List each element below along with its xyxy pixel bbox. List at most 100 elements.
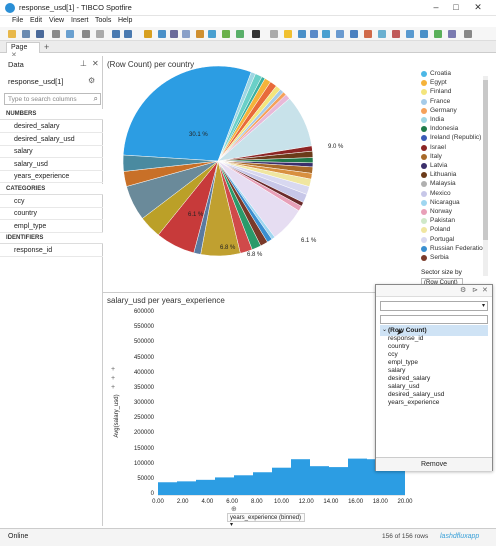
popup-column-item[interactable]: country — [388, 343, 410, 350]
y-axis-controls[interactable]: + + + — [111, 366, 116, 391]
popup-column-item[interactable]: response_id — [388, 335, 424, 342]
popup-column-item[interactable]: desired_salary — [388, 375, 431, 382]
minimize-button[interactable]: – — [433, 2, 439, 12]
3d-scatter-icon[interactable] — [350, 30, 358, 38]
pie-slice[interactable] — [122, 65, 252, 162]
column-item[interactable]: empl_type — [0, 221, 103, 233]
close-button[interactable]: ✕ — [474, 2, 482, 12]
more-icon[interactable] — [464, 30, 472, 38]
add-page-button[interactable]: + — [44, 42, 50, 52]
popup-column-item[interactable]: empl_type — [388, 359, 418, 366]
group-header-1[interactable]: CATEGORIES — [0, 183, 103, 195]
menu-view[interactable]: View — [49, 17, 65, 24]
bar[interactable] — [348, 458, 367, 495]
x-axis-selector[interactable]: years_experience (binned) ▾ — [227, 513, 305, 528]
layout-icon[interactable] — [270, 30, 278, 38]
popup-close-icon[interactable]: ✕ — [482, 287, 488, 294]
legend-scroll-thumb[interactable] — [483, 80, 488, 240]
pie-icon[interactable] — [364, 30, 372, 38]
open-icon[interactable] — [8, 30, 16, 38]
bar[interactable] — [177, 481, 196, 495]
bar-chart[interactable] — [103, 293, 493, 526]
bar[interactable] — [196, 479, 215, 495]
bar[interactable] — [253, 472, 272, 495]
summary-icon[interactable] — [420, 30, 428, 38]
column-item[interactable]: salary — [0, 146, 103, 158]
cross-table-icon[interactable] — [222, 30, 230, 38]
column-search-input[interactable]: Type to search columns ⌕ — [4, 93, 101, 105]
select-icon[interactable] — [170, 30, 178, 38]
x-axis-handle-icon[interactable]: ⊕ — [231, 506, 237, 513]
treemap-icon[interactable] — [378, 30, 386, 38]
menu-insert[interactable]: Insert — [71, 17, 89, 24]
popup-column-item[interactable]: salary_usd — [388, 383, 420, 390]
chart-icon[interactable] — [236, 30, 244, 38]
save-icon[interactable] — [36, 30, 44, 38]
popup-settings-icon[interactable]: ⚙ — [460, 287, 467, 294]
copy-icon[interactable] — [82, 30, 90, 38]
scatter-icon[interactable] — [336, 30, 344, 38]
column-item[interactable]: desired_salary_usd — [0, 134, 103, 146]
map-icon[interactable] — [434, 30, 442, 38]
details-icon[interactable] — [182, 30, 190, 38]
bar[interactable] — [386, 464, 405, 495]
bookmark-icon[interactable] — [144, 30, 152, 38]
paste-icon[interactable] — [96, 30, 104, 38]
tab-page[interactable]: Page ✕ — [6, 42, 40, 59]
table-icon[interactable] — [208, 30, 216, 38]
popup-column-item[interactable]: years_experience — [388, 399, 440, 406]
bar[interactable] — [215, 477, 234, 495]
bar-visualization[interactable]: salary_usd per years_experience 0 50000 10… — [103, 293, 493, 528]
column-item[interactable]: response_id — [0, 245, 103, 257]
tab-close-icon[interactable]: ✕ — [11, 52, 17, 59]
bar[interactable] — [291, 459, 310, 495]
column-item[interactable]: country — [0, 208, 103, 220]
bar[interactable] — [158, 482, 177, 495]
popup-column-item[interactable]: desired_salary_usd — [388, 391, 445, 398]
box-plot-icon[interactable] — [448, 30, 456, 38]
settings-icon[interactable]: ⚙ — [88, 76, 96, 85]
bar[interactable] — [272, 467, 291, 495]
popup-dropdown[interactable]: ▾ — [380, 301, 488, 311]
line-chart-icon[interactable] — [310, 30, 318, 38]
data-source-name[interactable]: response_usd[1] — [8, 77, 64, 86]
insight-icon[interactable] — [284, 30, 292, 38]
redo-icon[interactable] — [124, 30, 132, 38]
pin-icon[interactable]: ⊥ — [80, 59, 87, 68]
popup-column-item[interactable]: salary — [388, 367, 406, 374]
export-icon[interactable] — [66, 30, 74, 38]
column-item[interactable]: ccy — [0, 196, 103, 208]
bar-chart-icon[interactable] — [298, 30, 306, 38]
combo-chart-icon[interactable] — [322, 30, 330, 38]
undo-icon[interactable] — [112, 30, 120, 38]
column-item[interactable]: years_experience — [0, 171, 103, 183]
group-header-0[interactable]: NUMBERS — [0, 109, 103, 120]
collapse-icon[interactable]: ⌄ — [382, 327, 388, 333]
popup-pin-icon[interactable]: ⊳ — [472, 287, 478, 294]
tag-icon[interactable] — [196, 30, 204, 38]
popup-column-item[interactable]: (Row Count) — [388, 327, 427, 334]
parallel-icon[interactable] — [406, 30, 414, 38]
group-header-2[interactable]: IDENTIFIERS — [0, 233, 103, 244]
pie-chart[interactable]: 30.1 % 9.0 % 6.1 % 6.8 % 6.8 % 6.1 % — [103, 56, 493, 293]
remove-button[interactable]: Remove — [376, 457, 492, 471]
pie-slice[interactable] — [122, 154, 219, 172]
bar[interactable] — [329, 467, 348, 495]
popup-search-input[interactable] — [380, 315, 488, 324]
close-panel-icon[interactable]: ✕ — [92, 59, 99, 68]
menu-tools[interactable]: Tools — [95, 17, 112, 24]
bar[interactable] — [310, 466, 329, 495]
filter-icon[interactable] — [158, 30, 166, 38]
print-icon[interactable] — [52, 30, 60, 38]
bar[interactable] — [234, 475, 253, 495]
column-item[interactable]: desired_salary — [0, 121, 103, 133]
menu-file[interactable]: File — [12, 17, 24, 24]
folder-icon[interactable] — [22, 30, 30, 38]
column-item[interactable]: salary_usd — [0, 159, 103, 171]
color-icon[interactable] — [252, 30, 260, 38]
heatmap-icon[interactable] — [392, 30, 400, 38]
column-selector-popup[interactable]: ⚙ ⊳ ✕ ▾ ⌄ (Row Count) response_id country c… — [375, 284, 493, 471]
menu-help[interactable]: Help — [118, 17, 133, 24]
pie-visualization[interactable]: (Row Count) per country 30.1 % 9.0 % 6.1 %… — [103, 56, 493, 293]
popup-column-item[interactable]: ccy — [388, 351, 398, 358]
